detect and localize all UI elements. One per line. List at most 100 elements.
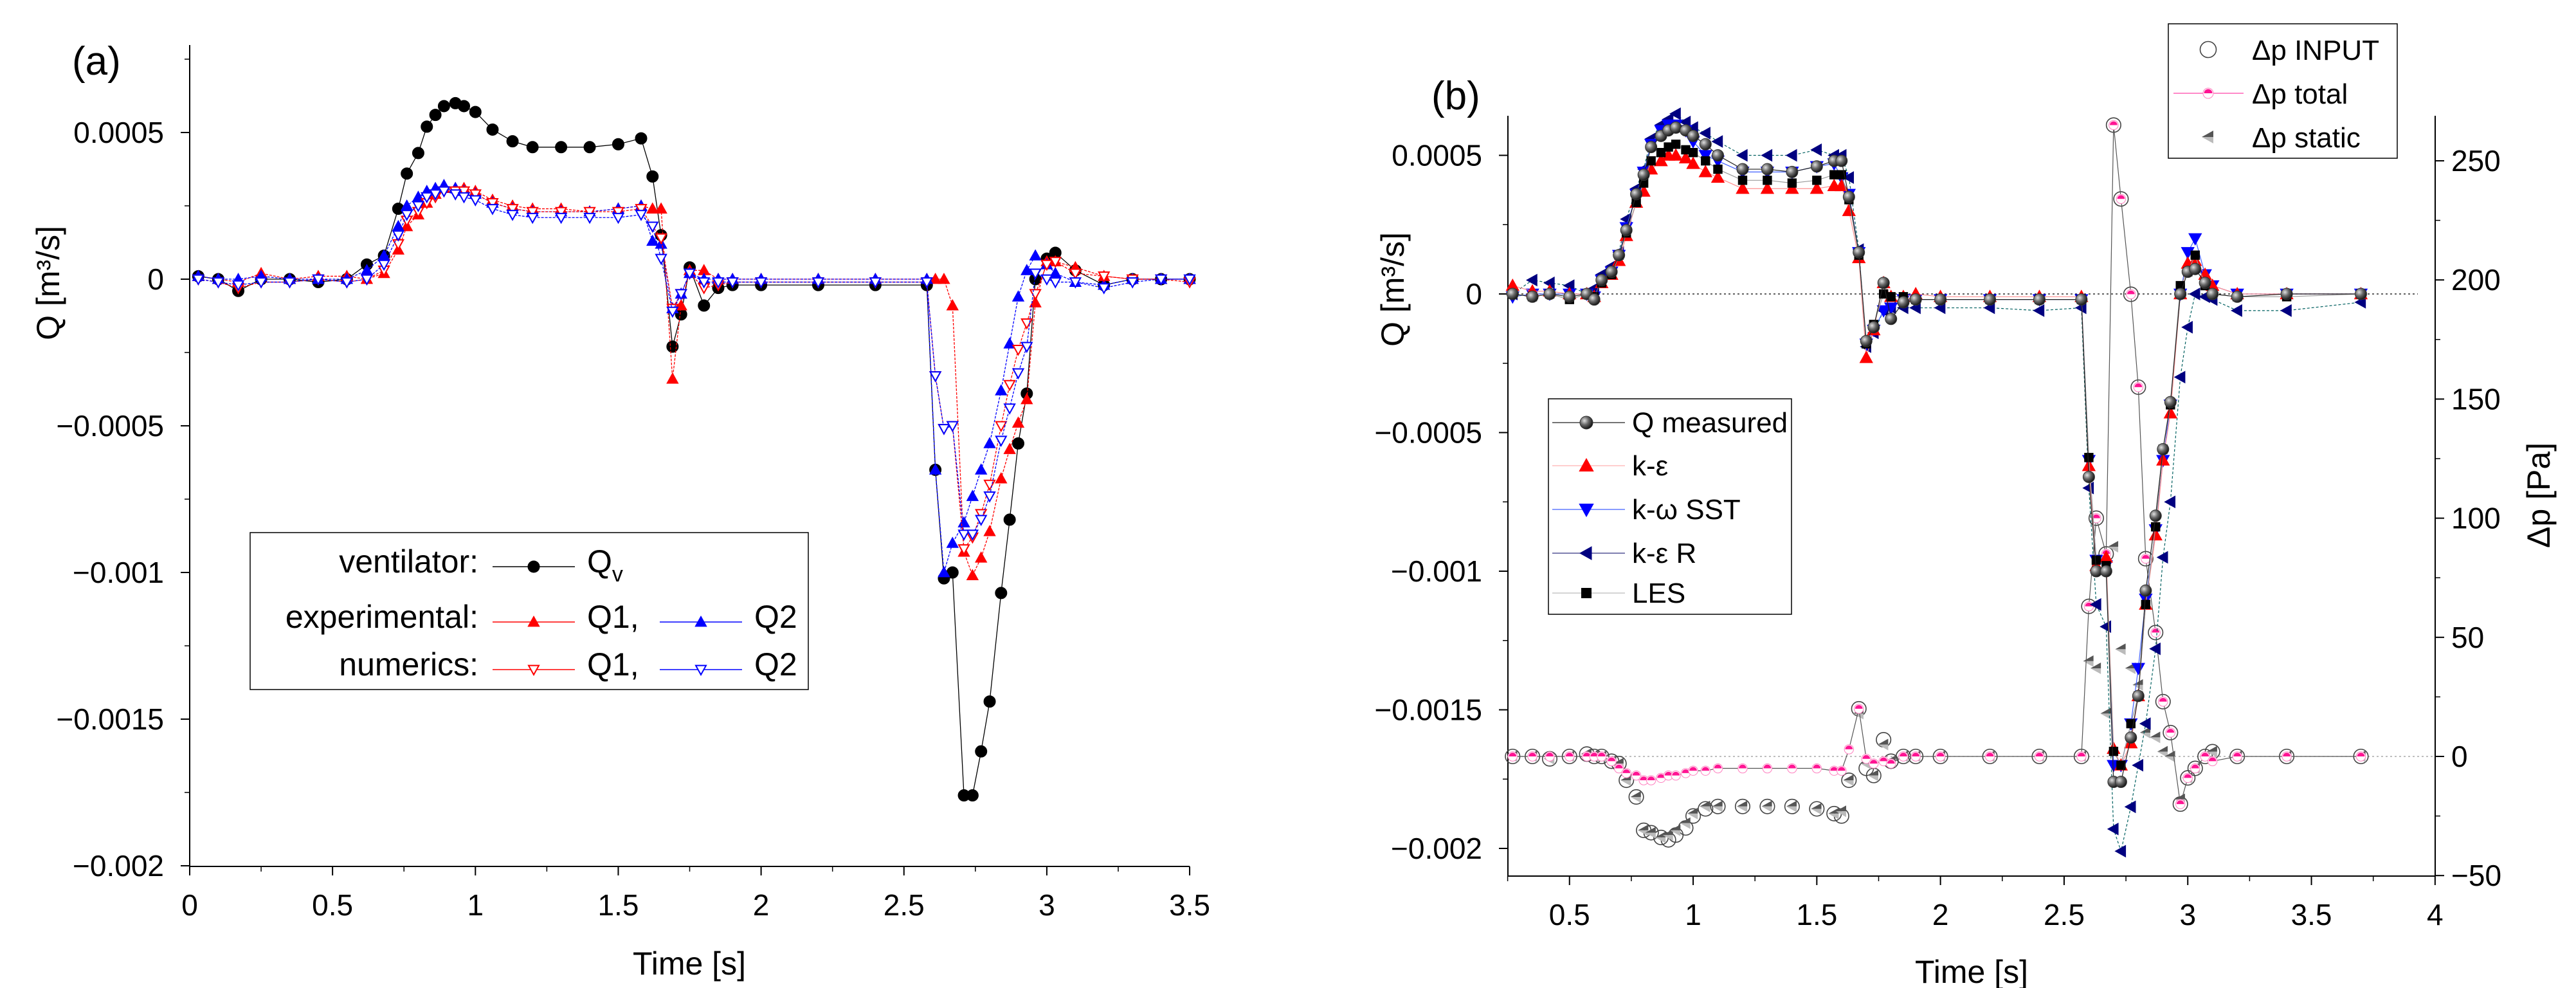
data-point	[1620, 224, 1633, 237]
tri-half-dark	[1700, 800, 1710, 807]
pink-dot-fill	[2159, 697, 2167, 702]
data-point	[1688, 147, 1698, 158]
pink-dot-fill	[2191, 764, 2199, 769]
data-point	[457, 192, 471, 204]
data-point	[1828, 807, 1839, 819]
data-point	[283, 277, 296, 289]
data-point	[2187, 760, 2203, 776]
legend-marker	[527, 664, 540, 677]
pink-dot-fill	[1701, 767, 1710, 771]
tri-half-light	[1761, 806, 1772, 812]
legend-item-main: Q	[587, 544, 612, 580]
data-point	[995, 472, 1008, 484]
legend-row-label: numerics:	[339, 646, 478, 682]
data-point	[231, 280, 245, 292]
data-point	[255, 277, 268, 289]
data-point	[1678, 151, 1693, 164]
data-point	[1761, 800, 1772, 812]
data-point	[1631, 197, 1641, 207]
data-point	[1020, 392, 1033, 405]
tri-half-light	[1736, 806, 1748, 812]
data-point	[1656, 773, 1666, 783]
data-point	[2181, 320, 2193, 334]
data-point	[1003, 443, 1016, 454]
data-point	[655, 202, 667, 214]
pink-dot-fill	[1689, 767, 1697, 771]
data-point	[1886, 292, 1896, 302]
data-point	[1545, 751, 1555, 762]
tri-half-light	[1828, 813, 1839, 819]
data-point	[2107, 541, 2119, 553]
data-point	[920, 277, 933, 289]
data-point	[1698, 150, 1712, 163]
data-point	[506, 135, 519, 148]
tri-half-dark	[1645, 827, 1656, 833]
x-tick-label: 3.5	[2291, 898, 2332, 931]
y-axis-title-a: Q [m³/s]	[30, 226, 66, 340]
data-point	[1761, 149, 1773, 162]
data-point	[1040, 259, 1053, 271]
data-point	[2190, 763, 2200, 774]
data-point	[966, 789, 979, 802]
data-point	[1885, 313, 1898, 325]
data-point	[437, 100, 450, 113]
data-point	[646, 170, 659, 183]
x-tick-label: 1	[467, 888, 484, 922]
pink-dot-fill	[2117, 195, 2125, 199]
data-point	[1760, 181, 1775, 194]
data-point	[2164, 751, 2175, 762]
pink-dot-fill	[1936, 753, 1945, 756]
tri-half-dark	[2125, 662, 2136, 668]
tri-half-light	[2202, 137, 2213, 143]
data-point	[2208, 756, 2218, 767]
data-point	[2156, 453, 2170, 466]
pink-dot-fill	[1788, 764, 1796, 769]
legend-item-num-q1: Q1,	[587, 646, 639, 682]
tri-half-light	[1811, 809, 1822, 815]
data-point	[583, 141, 596, 154]
data-point	[1049, 277, 1062, 289]
tri-half-light	[1700, 806, 1710, 812]
data-point	[1811, 803, 1822, 815]
data-point	[1759, 798, 1775, 814]
legend-marker	[694, 615, 707, 627]
data-point	[1809, 801, 1825, 817]
legend-a: ventilator: experimental: numerics: Qv Q…	[249, 532, 809, 690]
data-point	[1655, 831, 1666, 843]
tri-half-dark	[2115, 643, 2126, 650]
data-point	[2083, 655, 2094, 667]
data-point	[712, 277, 725, 289]
data-point	[2141, 553, 2151, 564]
data-point	[1713, 164, 1723, 174]
data-point	[698, 299, 711, 312]
data-point	[2354, 288, 2367, 300]
data-point	[2076, 751, 2087, 762]
data-point	[1737, 176, 1748, 185]
panel-a-label: (a)	[72, 39, 121, 84]
pink-dot-fill	[2110, 121, 2118, 125]
data-point	[1526, 290, 1539, 303]
data-point	[1040, 274, 1053, 286]
data-point	[1662, 829, 1673, 841]
data-point	[2088, 510, 2104, 526]
tri-half-dark	[1655, 831, 1666, 837]
data-point	[1785, 181, 1799, 194]
pink-dot-fill	[1869, 760, 1878, 764]
data-point	[655, 233, 667, 245]
data-point	[1737, 763, 1748, 774]
legend-item-exp-q2: Q2	[754, 599, 797, 635]
series-line	[198, 102, 1190, 796]
data-point	[2151, 522, 2161, 532]
pink-dot-fill	[1583, 753, 1591, 756]
x-tick-label: 3	[2179, 898, 2196, 931]
pink-dot-fill	[1622, 769, 1631, 773]
data-point	[1656, 147, 1666, 158]
tri-half-light	[2083, 661, 2094, 667]
legend-marker	[1579, 416, 1593, 430]
tri-half-dark	[1811, 803, 1822, 809]
data-point	[1183, 274, 1196, 286]
legend-marker	[1579, 457, 1594, 471]
data-point	[1588, 293, 1601, 306]
data-point	[1854, 704, 1864, 714]
data-point	[1003, 513, 1016, 526]
